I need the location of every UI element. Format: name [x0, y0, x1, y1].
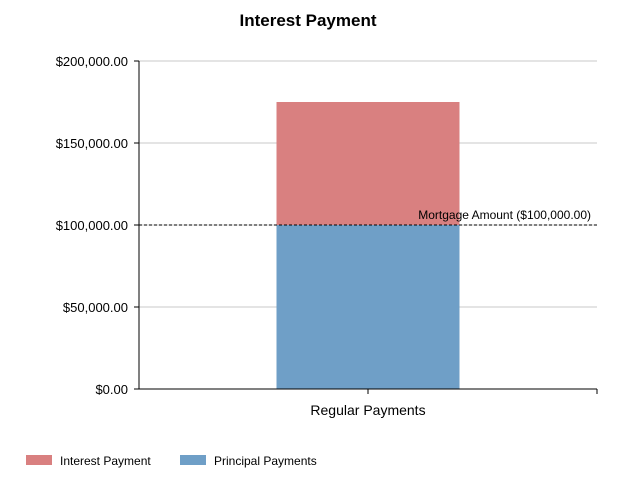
y-tick-label: $100,000.00	[56, 218, 128, 233]
y-tick-label: $0.00	[95, 382, 128, 397]
legend: Interest Payment Principal Payments	[26, 454, 317, 468]
bar-segment-interest-payment	[276, 102, 460, 225]
legend-label-interest-payment: Interest Payment	[60, 454, 151, 468]
y-tick-label: $150,000.00	[56, 136, 128, 151]
y-tick-label: $200,000.00	[56, 54, 128, 69]
legend-swatch-principal-payments	[180, 455, 206, 465]
x-category-label: Regular Payments	[310, 402, 425, 418]
axes: $0.00 $50,000.00 $100,000.00 $150,000.00 $20…	[56, 54, 598, 418]
y-tick-label: $50,000.00	[63, 300, 128, 315]
reference-line-label: Mortgage Amount ($100,000.00)	[418, 208, 591, 222]
bars	[276, 102, 460, 389]
bar-segment-principal-payments	[276, 225, 460, 389]
reference-line-group: Mortgage Amount ($100,000.00)	[139, 208, 597, 226]
legend-label-principal-payments: Principal Payments	[214, 454, 317, 468]
chart-title: Interest Payment	[240, 11, 377, 30]
legend-swatch-interest-payment	[26, 455, 52, 465]
